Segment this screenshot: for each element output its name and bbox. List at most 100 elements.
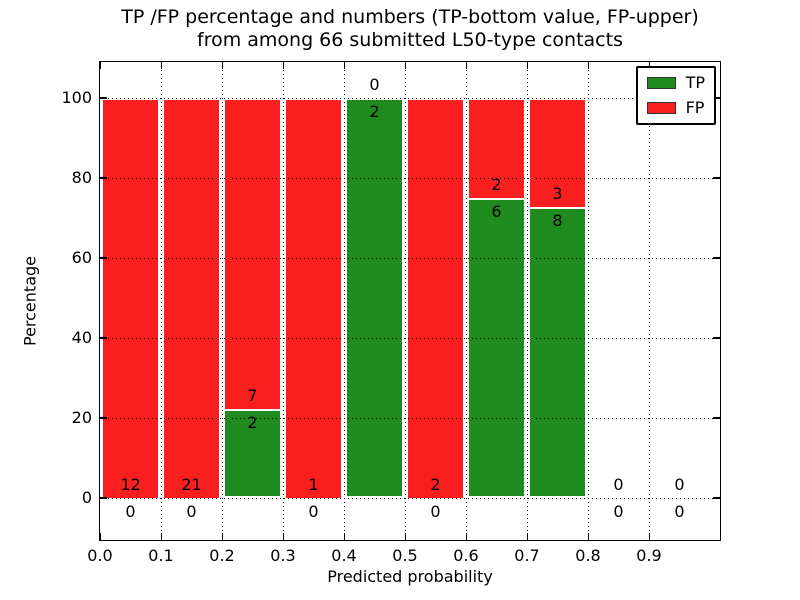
y-tick-mark [100, 337, 107, 339]
fp-count-label: 3 [552, 184, 563, 204]
v-gridline [648, 62, 650, 540]
x-tick-mark [526, 62, 528, 69]
x-tick-label: 0.8 [575, 546, 601, 565]
y-tick-mark [100, 257, 107, 259]
fp-count-label: 21 [181, 475, 202, 494]
bar-fp-segment [467, 98, 526, 198]
x-tick-mark [587, 62, 589, 69]
v-gridline [587, 62, 589, 540]
y-tick-mark [713, 177, 720, 179]
h-gridline [100, 337, 720, 339]
bar-tp-segment [467, 198, 526, 498]
legend-row: FP [646, 98, 705, 117]
y-tick-mark [713, 97, 720, 99]
x-tick-mark [526, 533, 528, 540]
fp-count-label: 1 [308, 475, 319, 494]
x-tick-mark [160, 533, 162, 540]
y-tick-label: 40 [71, 328, 92, 347]
h-gridline [100, 177, 720, 179]
bar-fp-segment [284, 98, 343, 498]
x-tick-mark [404, 62, 406, 69]
y-tick-mark [713, 417, 720, 419]
bar-tp-segment [528, 207, 587, 498]
fp-count-label: 0 [369, 75, 380, 94]
tp-count-label: 2 [369, 102, 380, 121]
y-tick-mark [713, 497, 720, 499]
x-axis-label: Predicted probability [327, 567, 493, 586]
y-tick-mark [100, 177, 107, 179]
tp-count-label: 0 [430, 502, 441, 521]
y-tick-mark [100, 417, 107, 419]
y-tick-mark [713, 257, 720, 259]
bar-fp-segment [101, 98, 160, 498]
bar-tp-segment [223, 409, 282, 498]
tp-count-label: 2 [247, 413, 258, 433]
fp-count-label: 12 [120, 475, 141, 494]
y-tick-label: 20 [71, 408, 92, 427]
x-tick-label: 0.5 [392, 546, 418, 565]
tp-count-label: 8 [552, 211, 563, 231]
x-tick-mark [343, 62, 345, 69]
x-tick-label: 0.7 [514, 546, 540, 565]
tp-count-label: 0 [125, 502, 136, 521]
x-tick-mark [465, 533, 467, 540]
x-tick-mark [160, 62, 162, 69]
chart-title-line1: TP /FP percentage and numbers (TP-bottom… [121, 6, 699, 28]
v-gridline [343, 62, 345, 540]
bar-fp-segment [223, 98, 282, 410]
tp-count-label: 0 [308, 502, 319, 521]
y-tick-label: 100 [61, 88, 92, 107]
tp-count-label: 0 [613, 502, 624, 521]
y-tick-label: 0 [81, 488, 92, 507]
v-gridline [465, 62, 467, 540]
x-tick-mark [465, 62, 467, 69]
bar-fp-segment [528, 98, 587, 208]
h-gridline [100, 97, 720, 99]
chart-title-line2: from among 66 submitted L50-type contact… [197, 29, 623, 51]
x-tick-mark [404, 533, 406, 540]
chart-title: TP /FP percentage and numbers (TP-bottom… [100, 6, 720, 52]
legend: TP FP [635, 66, 716, 125]
x-tick-label: 0.9 [636, 546, 662, 565]
fp-count-label: 7 [247, 386, 258, 406]
y-tick-mark [100, 497, 107, 499]
x-tick-label: 0.4 [331, 546, 357, 565]
bar-fp-segment [406, 98, 465, 498]
v-gridline [160, 62, 162, 540]
bar-fp-segment [162, 98, 221, 498]
x-tick-mark [282, 533, 284, 540]
v-gridline [526, 62, 528, 540]
x-tick-mark [343, 533, 345, 540]
legend-label: TP [685, 73, 705, 92]
tp-count-label: 0 [674, 502, 685, 521]
fp-count-label: 0 [613, 475, 624, 494]
x-tick-label: 0.3 [270, 546, 296, 565]
x-tick-mark [99, 62, 101, 69]
legend-row: TP [646, 73, 705, 92]
fp-count-label: 2 [491, 175, 502, 194]
v-gridline [282, 62, 284, 540]
x-tick-label: 0.6 [453, 546, 479, 565]
h-gridline [100, 497, 720, 499]
y-tick-label: 80 [71, 168, 92, 187]
v-gridline [221, 62, 223, 540]
v-gridline [404, 62, 406, 540]
x-tick-label: 0.0 [87, 546, 113, 565]
x-tick-mark [587, 533, 589, 540]
legend-swatch-fp [646, 102, 676, 114]
legend-label: FP [685, 98, 705, 117]
y-axis-label: Percentage [20, 255, 40, 347]
h-gridline [100, 417, 720, 419]
x-tick-label: 0.2 [209, 546, 235, 565]
fp-count-label: 0 [674, 475, 685, 494]
x-tick-mark [282, 62, 284, 69]
y-tick-label: 60 [71, 248, 92, 267]
y-tick-mark [713, 337, 720, 339]
x-tick-label: 0.1 [148, 546, 174, 565]
h-gridline [100, 257, 720, 259]
x-tick-mark [99, 533, 101, 540]
y-tick-mark [100, 97, 107, 99]
plot-area: 12 0 21 0 7 2 1 0 0 2 2 0 2 6 3 8 0 0 0 0 TP FP [99, 62, 720, 540]
x-tick-mark [221, 533, 223, 540]
